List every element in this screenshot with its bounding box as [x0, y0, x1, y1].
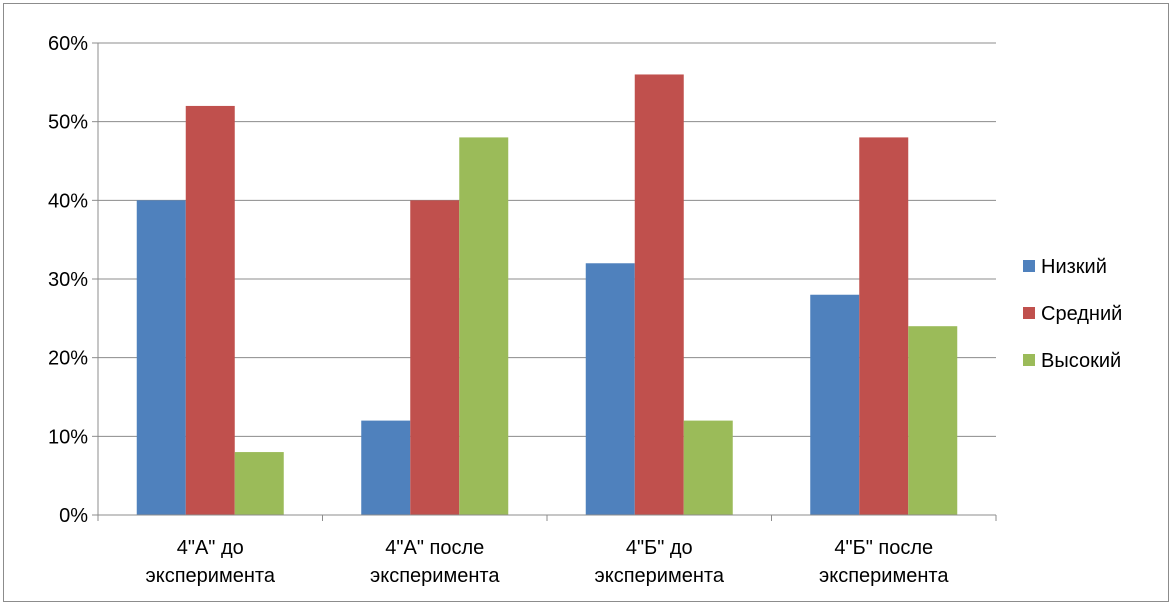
y-tick-label: 40% [48, 190, 88, 212]
legend-label: Высокий [1041, 350, 1121, 372]
legend-label: Низкий [1041, 256, 1107, 278]
x-category-label: 4"Б" после эксперимента [819, 537, 949, 587]
y-tick-label: 10% [48, 426, 88, 448]
x-category-labels: 4"А" до эксперимента 4"А" после эксперимент… [146, 537, 950, 587]
y-tick-label: 0% [59, 505, 88, 527]
legend-swatch [1023, 260, 1035, 272]
legend: Низкий Средний Высокий [1023, 256, 1122, 372]
bar [585, 263, 635, 515]
y-tick-label: 50% [48, 112, 88, 134]
x-category-label: 4"А" после эксперимента [370, 537, 500, 587]
y-tick-labels: 0% 10% 20% 30% 40% 50% 60% [48, 33, 88, 527]
bar [908, 326, 958, 515]
legend-swatch [1023, 307, 1035, 319]
bar [859, 137, 909, 515]
bar [459, 137, 509, 515]
axes [92, 42, 997, 521]
bar [410, 200, 460, 516]
bar [634, 74, 684, 515]
y-tick-label: 60% [48, 33, 88, 55]
bars [136, 74, 958, 516]
legend-swatch [1023, 354, 1035, 366]
bar [234, 452, 284, 515]
bar [683, 420, 733, 515]
bar [185, 105, 235, 515]
y-tick-label: 30% [48, 269, 88, 291]
x-category-label: 4"А" до эксперимента [146, 537, 276, 587]
x-category-label: 4"Б" до эксперимента [595, 537, 725, 587]
bar [136, 200, 186, 516]
y-tick-label: 20% [48, 348, 88, 370]
bar [361, 420, 411, 515]
legend-label: Средний [1041, 303, 1122, 325]
bar [810, 294, 860, 515]
